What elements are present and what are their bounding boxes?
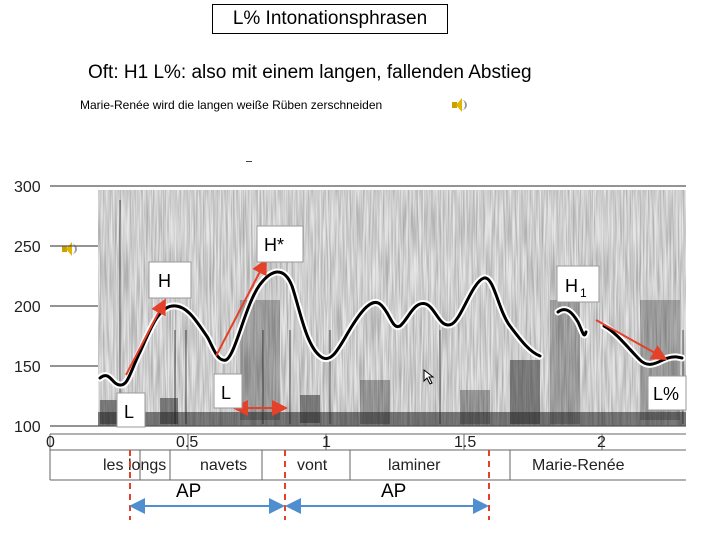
example-sentence: Marie-Renée wird die langen weiße Rüben … (80, 98, 383, 112)
word-label: les (103, 457, 123, 474)
x-tick-label: 1 (322, 434, 331, 451)
svg-text:1: 1 (580, 286, 587, 300)
phrase-label-ap: AP (381, 481, 406, 502)
word-label: Marie-Renée (532, 457, 625, 474)
tone-arrows (125, 258, 668, 416)
tone-label-L1: L (116, 392, 146, 428)
y-tick-label: 250 (14, 239, 41, 256)
marker-dash (246, 161, 252, 162)
slide-title: L% Intonationsphrasen (212, 4, 448, 34)
tone-label-L2: L (213, 373, 243, 409)
y-tick-label: 200 (14, 299, 41, 316)
cursor-icon (423, 368, 435, 385)
svg-text:L: L (124, 402, 134, 422)
y-axis (50, 185, 686, 427)
speaker-icon[interactable] (62, 242, 77, 256)
word-label: navets (200, 457, 247, 474)
x-axis (49, 433, 686, 481)
x-tick-label: 0 (46, 434, 55, 451)
x-tick-label: 0.5 (176, 434, 198, 451)
tone-label-H1: H 1 (556, 265, 600, 303)
speaker-icon[interactable] (452, 98, 467, 112)
word-label: vont (297, 457, 328, 474)
word-label: laminer (388, 457, 441, 474)
tone-label-Hstar: H* (256, 225, 304, 263)
x-tick-label: 1.5 (454, 434, 476, 451)
x-tick-label: 2 (597, 434, 606, 451)
svg-text:H: H (158, 271, 171, 291)
y-tick-label: 100 (14, 419, 41, 436)
tone-label-Lpct: L% (647, 375, 687, 411)
phrase-label-ap: AP (176, 481, 201, 502)
svg-text:H*: H* (264, 235, 284, 255)
svg-text:L: L (221, 383, 231, 403)
spectrogram (98, 190, 686, 426)
slide-subtitle: Oft: H1 L%: also mit einem langen, falle… (88, 62, 532, 83)
svg-text:H: H (565, 276, 578, 296)
y-tick-label: 300 (14, 179, 41, 196)
tone-label-H: H (148, 261, 192, 299)
y-tick-label: 150 (14, 359, 41, 376)
word-label: longs (128, 457, 166, 474)
svg-text:L%: L% (653, 384, 679, 404)
